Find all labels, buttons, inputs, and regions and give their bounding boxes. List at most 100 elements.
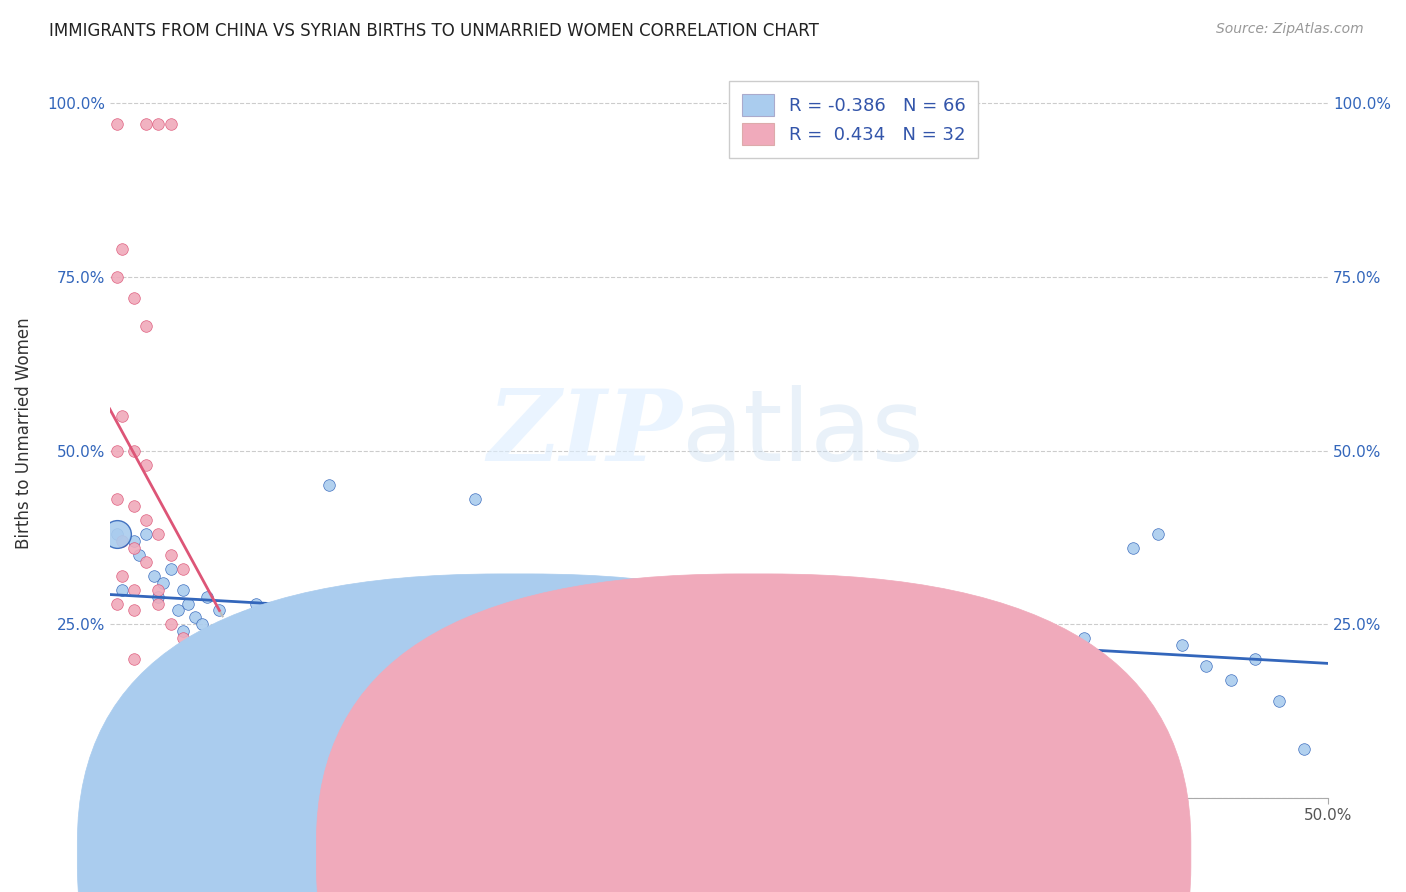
Text: atlas: atlas: [682, 384, 924, 482]
Point: [1122, 541, 1144, 555]
Point: [1195, 659, 1218, 673]
Point: [148, 527, 170, 541]
Point: [440, 597, 463, 611]
Point: [586, 597, 609, 611]
Text: Syrians: Syrians: [778, 846, 839, 863]
Point: [780, 617, 803, 632]
Point: [952, 652, 974, 666]
Point: [464, 652, 486, 666]
Point: [281, 638, 304, 652]
Point: [111, 582, 134, 597]
Point: [105, 492, 128, 507]
Point: [1073, 632, 1095, 646]
Point: [152, 575, 174, 590]
Point: [683, 632, 706, 646]
Point: [111, 409, 134, 423]
Point: [122, 500, 145, 514]
Point: [232, 610, 254, 624]
Text: IMMIGRANTS FROM CHINA VS SYRIAN BIRTHS TO UNMARRIED WOMEN CORRELATION CHART: IMMIGRANTS FROM CHINA VS SYRIAN BIRTHS T…: [49, 22, 820, 40]
Point: [111, 568, 134, 582]
Point: [105, 527, 128, 541]
Point: [122, 603, 145, 617]
Text: Source: ZipAtlas.com: Source: ZipAtlas.com: [1216, 22, 1364, 37]
Point: [105, 527, 128, 541]
Text: Immigrants from China: Immigrants from China: [538, 846, 730, 863]
Point: [201, 624, 224, 639]
Point: [1244, 652, 1267, 666]
Point: [208, 603, 231, 617]
Point: [513, 603, 536, 617]
Point: [853, 624, 876, 639]
Point: [172, 582, 194, 597]
Point: [342, 638, 364, 652]
Point: [105, 597, 128, 611]
Point: [135, 117, 157, 131]
Point: [105, 269, 128, 284]
Point: [537, 617, 560, 632]
Point: [167, 603, 190, 617]
Point: [135, 527, 157, 541]
Point: [561, 645, 583, 659]
Point: [257, 617, 280, 632]
Point: [135, 555, 157, 569]
Point: [707, 645, 730, 659]
Point: [111, 242, 134, 256]
Point: [1292, 742, 1315, 756]
Point: [135, 513, 157, 527]
Point: [806, 638, 828, 652]
Point: [111, 533, 134, 548]
Point: [122, 582, 145, 597]
Point: [122, 652, 145, 666]
Point: [105, 117, 128, 131]
Point: [172, 624, 194, 639]
Point: [122, 291, 145, 305]
Point: [191, 617, 214, 632]
Point: [634, 610, 657, 624]
Point: [879, 610, 901, 624]
Point: [128, 548, 150, 562]
Point: [159, 117, 181, 131]
Point: [903, 632, 925, 646]
Point: [148, 117, 170, 131]
Point: [148, 694, 170, 708]
Point: [927, 645, 949, 659]
Point: [135, 318, 157, 333]
Y-axis label: Births to Unmarried Women: Births to Unmarried Women: [15, 318, 32, 549]
Point: [610, 645, 633, 659]
Point: [105, 443, 128, 458]
Point: [148, 582, 170, 597]
Point: [305, 645, 328, 659]
Point: [184, 638, 207, 652]
Point: [184, 610, 207, 624]
Point: [148, 590, 170, 604]
Point: [172, 632, 194, 646]
Point: [221, 632, 243, 646]
Point: [245, 597, 267, 611]
Point: [177, 597, 200, 611]
Point: [733, 610, 755, 624]
Point: [415, 638, 437, 652]
Point: [172, 562, 194, 576]
Point: [391, 624, 413, 639]
Point: [122, 533, 145, 548]
Point: [122, 541, 145, 555]
Point: [1219, 673, 1241, 687]
Point: [245, 652, 267, 666]
Point: [1000, 624, 1022, 639]
Point: [1171, 638, 1194, 652]
Point: [159, 548, 181, 562]
Point: [195, 590, 218, 604]
Point: [1049, 638, 1071, 652]
Point: [135, 458, 157, 472]
Text: ZIP: ZIP: [488, 385, 682, 482]
Point: [830, 652, 852, 666]
Point: [159, 562, 181, 576]
Point: [976, 638, 998, 652]
Legend: R = -0.386   N = 66, R =  0.434   N = 32: R = -0.386 N = 66, R = 0.434 N = 32: [728, 81, 979, 158]
Point: [122, 443, 145, 458]
Point: [367, 610, 389, 624]
Point: [142, 568, 165, 582]
Point: [269, 624, 291, 639]
Point: [464, 492, 486, 507]
Point: [318, 478, 340, 492]
